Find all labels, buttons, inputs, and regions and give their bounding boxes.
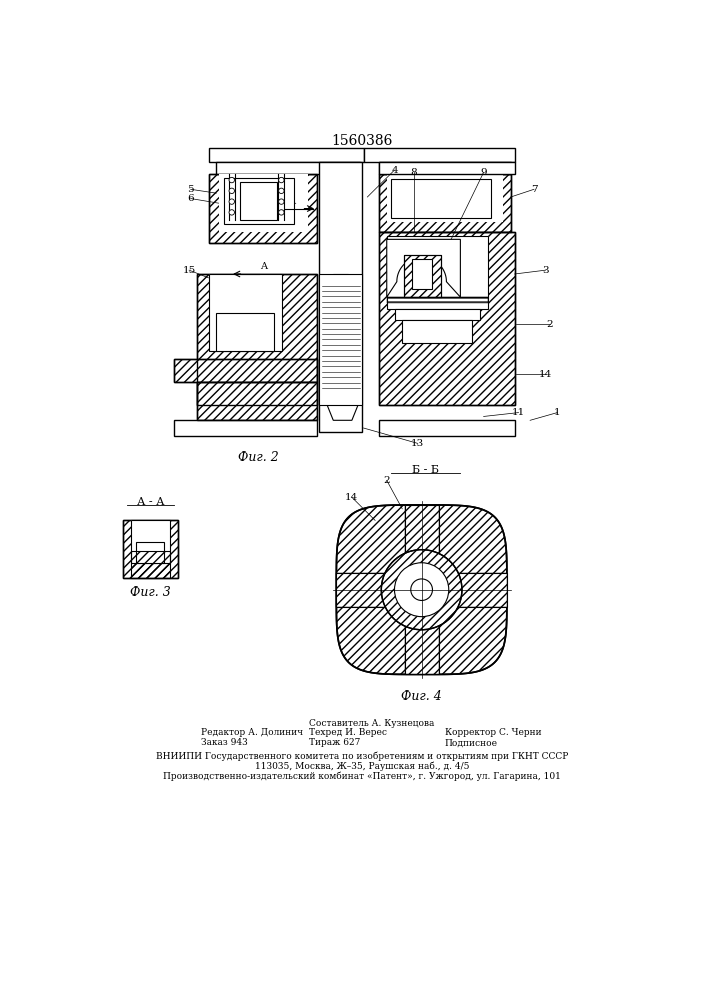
- Bar: [136, 542, 164, 563]
- Circle shape: [279, 199, 284, 204]
- Text: Редактор А. Долинич: Редактор А. Долинич: [201, 728, 303, 737]
- Bar: [387, 297, 488, 309]
- Text: 6: 6: [187, 194, 194, 203]
- Text: 1: 1: [554, 408, 561, 417]
- Circle shape: [229, 188, 235, 194]
- Bar: [404, 255, 441, 297]
- Text: Производственно-издательский комбинат «Патент», г. Ужгород, ул. Гагарина, 101: Производственно-издательский комбинат «П…: [163, 771, 561, 781]
- Bar: [174, 359, 317, 382]
- Bar: [402, 320, 472, 343]
- Bar: [216, 312, 274, 351]
- Bar: [131, 520, 170, 563]
- Bar: [320, 274, 362, 405]
- Circle shape: [381, 550, 462, 630]
- Bar: [387, 235, 488, 297]
- Text: Составитель А. Кузнецова: Составитель А. Кузнецова: [309, 719, 435, 728]
- Bar: [404, 255, 441, 297]
- Bar: [379, 162, 515, 174]
- Bar: [404, 505, 438, 674]
- Text: 1560386: 1560386: [332, 134, 392, 148]
- Bar: [379, 232, 515, 405]
- Bar: [209, 274, 282, 351]
- Circle shape: [279, 177, 284, 183]
- Polygon shape: [337, 505, 507, 674]
- Text: 13: 13: [411, 439, 424, 448]
- Bar: [395, 309, 480, 320]
- Bar: [387, 235, 488, 297]
- Text: 8: 8: [411, 168, 417, 177]
- Text: 9: 9: [480, 168, 487, 177]
- Text: 5: 5: [187, 185, 194, 194]
- Text: 11: 11: [512, 408, 525, 417]
- Bar: [197, 382, 317, 420]
- Text: Заказ 943: Заказ 943: [201, 738, 247, 747]
- Text: 2: 2: [547, 320, 553, 329]
- Circle shape: [229, 210, 235, 215]
- Bar: [332, 274, 348, 393]
- Bar: [131, 551, 170, 578]
- Bar: [337, 573, 507, 607]
- Text: Тираж 627: Тираж 627: [309, 738, 361, 747]
- Text: 15: 15: [182, 266, 196, 275]
- Circle shape: [279, 188, 284, 194]
- Circle shape: [229, 199, 235, 204]
- Bar: [320, 162, 362, 432]
- Text: A: A: [288, 197, 296, 206]
- Bar: [216, 162, 360, 174]
- Bar: [387, 297, 488, 303]
- Text: ВНИИПИ Государственного комитета по изобретениям и открытиям при ГКНТ СССР: ВНИИПИ Государственного комитета по изоб…: [156, 751, 568, 761]
- Bar: [379, 174, 510, 232]
- Bar: [131, 551, 170, 578]
- Text: Б - Б: Б - Б: [412, 465, 439, 475]
- Polygon shape: [327, 393, 358, 420]
- Text: 4: 4: [391, 166, 398, 175]
- Bar: [174, 359, 317, 382]
- Bar: [123, 520, 177, 578]
- Bar: [123, 520, 177, 578]
- Text: Корректор С. Черни: Корректор С. Черни: [445, 728, 542, 737]
- Bar: [209, 274, 282, 351]
- Text: Фиг. 2: Фиг. 2: [238, 451, 279, 464]
- Text: Фиг. 3: Фиг. 3: [130, 586, 171, 599]
- Text: Фиг. 4: Фиг. 4: [402, 690, 442, 703]
- Bar: [404, 505, 438, 674]
- Bar: [379, 162, 510, 174]
- Bar: [387, 175, 503, 222]
- Circle shape: [229, 177, 235, 183]
- Text: 3: 3: [542, 266, 549, 275]
- Circle shape: [395, 563, 449, 617]
- Text: 113035, Москва, Ж–35, Раушская наб., д. 4/5: 113035, Москва, Ж–35, Раушская наб., д. …: [255, 761, 469, 771]
- Bar: [197, 382, 317, 420]
- Bar: [240, 182, 277, 220]
- Bar: [337, 573, 507, 607]
- Circle shape: [279, 210, 284, 215]
- Bar: [363, 148, 515, 162]
- Text: 14: 14: [539, 370, 552, 379]
- Bar: [209, 148, 363, 162]
- Text: 14: 14: [345, 493, 358, 502]
- Polygon shape: [387, 239, 460, 297]
- Bar: [209, 174, 317, 243]
- Text: А - А: А - А: [136, 497, 164, 507]
- Bar: [412, 259, 433, 289]
- Circle shape: [411, 579, 433, 600]
- Bar: [197, 274, 317, 405]
- Bar: [379, 232, 515, 405]
- Text: 7: 7: [531, 185, 537, 194]
- Text: Подписное: Подписное: [445, 738, 498, 747]
- Bar: [131, 520, 170, 563]
- Bar: [379, 420, 515, 436]
- Bar: [391, 179, 491, 218]
- Bar: [379, 174, 510, 232]
- Bar: [224, 178, 293, 224]
- Text: Техред И. Верес: Техред И. Верес: [309, 728, 387, 737]
- Bar: [218, 174, 308, 232]
- Bar: [209, 174, 317, 243]
- Bar: [404, 573, 438, 607]
- Bar: [197, 274, 317, 405]
- Text: A: A: [260, 262, 267, 271]
- Bar: [174, 420, 317, 436]
- Text: 2: 2: [383, 476, 390, 485]
